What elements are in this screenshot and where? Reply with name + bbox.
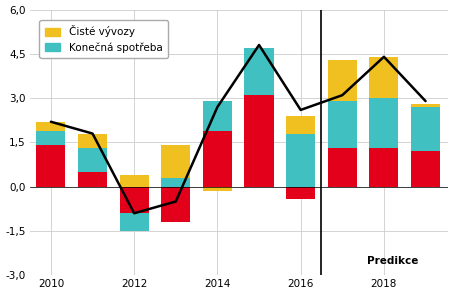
Bar bbox=[411, 151, 440, 187]
Bar bbox=[328, 101, 357, 148]
Bar bbox=[203, 187, 232, 191]
Bar bbox=[244, 48, 274, 95]
Legend: Čisté vývozy, Konečná spotřeba: Čisté vývozy, Konečná spotřeba bbox=[39, 20, 168, 58]
Bar bbox=[328, 148, 357, 187]
Bar bbox=[119, 175, 149, 187]
Bar bbox=[36, 122, 65, 131]
Bar bbox=[119, 187, 149, 213]
Bar bbox=[78, 134, 107, 148]
Bar bbox=[161, 178, 190, 187]
Bar bbox=[370, 148, 399, 187]
Bar bbox=[161, 145, 190, 178]
Bar bbox=[119, 213, 149, 231]
Bar bbox=[36, 131, 65, 145]
Bar bbox=[203, 101, 232, 131]
Bar bbox=[203, 131, 232, 187]
Bar bbox=[411, 107, 440, 151]
Bar bbox=[161, 187, 190, 222]
Bar bbox=[328, 60, 357, 101]
Bar bbox=[370, 98, 399, 148]
Bar bbox=[370, 57, 399, 98]
Bar bbox=[78, 172, 107, 187]
Bar bbox=[244, 95, 274, 187]
Bar bbox=[78, 148, 107, 172]
Text: Predikce: Predikce bbox=[366, 255, 418, 266]
Bar bbox=[286, 187, 315, 199]
Bar bbox=[36, 145, 65, 187]
Bar bbox=[411, 104, 440, 107]
Bar bbox=[286, 116, 315, 134]
Bar bbox=[286, 134, 315, 187]
